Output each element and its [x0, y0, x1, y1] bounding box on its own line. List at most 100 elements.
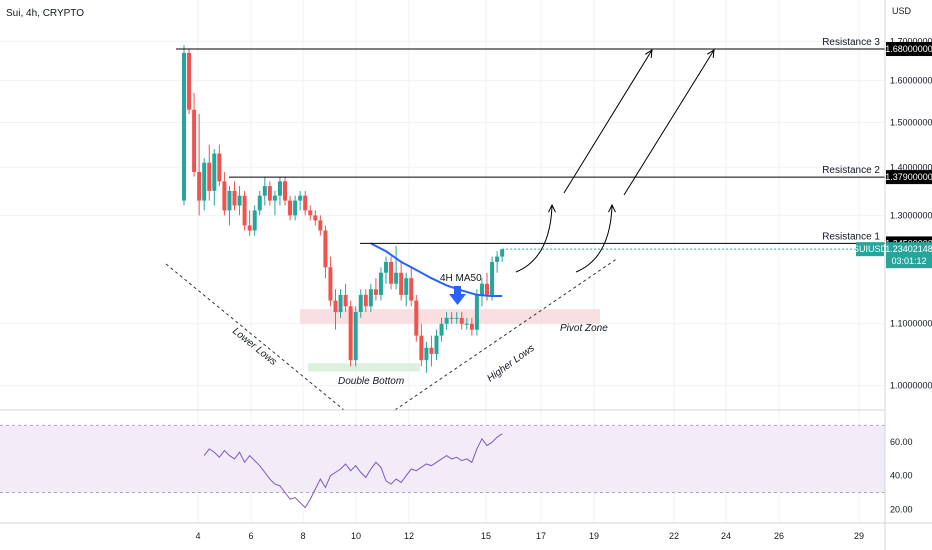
ma50-label: 4H MA50 [440, 273, 482, 284]
y-tick-label: 1.40000000 [890, 162, 932, 172]
candle-body [328, 267, 333, 301]
candle [434, 329, 439, 361]
x-tick-label: 24 [721, 531, 731, 541]
candle [353, 306, 358, 367]
candle-body [182, 52, 186, 201]
double-bottom-rect [308, 363, 420, 372]
candle-body [373, 289, 378, 295]
candle [490, 256, 495, 301]
lower-lows-trendline [165, 263, 345, 411]
candle-body [343, 294, 348, 307]
candle-body [479, 283, 484, 295]
arrow-stem [454, 286, 461, 294]
candle [384, 256, 388, 284]
candle-body [404, 278, 409, 295]
candle-body [277, 181, 282, 196]
candle [202, 158, 207, 211]
candle-body [490, 261, 495, 295]
candle-body [378, 272, 383, 295]
x-tick-label: 8 [300, 531, 305, 541]
candle [389, 256, 394, 290]
candle-body [394, 272, 399, 284]
candle-body [474, 294, 479, 330]
candle [182, 45, 186, 206]
rsi-band [0, 425, 885, 493]
candle-body [424, 347, 429, 361]
level-price-pills: 1.680000001.379000001.24500000SUIUSD1.23… [853, 42, 932, 269]
countdown-text: 03:01:12 [891, 256, 926, 266]
candle [363, 289, 368, 313]
arrow-head [449, 294, 466, 305]
candle-body [283, 181, 287, 201]
level-price-pill [886, 42, 932, 57]
candle-body [232, 190, 237, 206]
candle-body [212, 153, 217, 191]
candle [454, 312, 459, 324]
x-tick-label: 15 [481, 531, 491, 541]
candle-body [459, 317, 464, 324]
candle [474, 289, 479, 336]
candle-body [187, 52, 192, 110]
candle-body [192, 109, 197, 172]
candle-body [454, 317, 459, 319]
level-price-text: 1.37900000 [885, 172, 932, 182]
candle-body [267, 186, 272, 201]
candle-body [262, 186, 267, 196]
current-price-text: 1.23402148 [885, 244, 932, 254]
candle [333, 289, 338, 330]
rsi-panel: 60.00 40.00 20.00 [0, 424, 913, 514]
candle [192, 92, 197, 177]
candle-body [464, 323, 469, 325]
candle [227, 186, 232, 226]
rsi-tick-label: 60.00 [890, 437, 913, 447]
ma50-line [370, 242, 503, 298]
candle [252, 205, 257, 236]
candle-body [363, 294, 368, 307]
candle [459, 312, 464, 330]
candle [303, 190, 308, 216]
resistance-label: Resistance 3 [822, 37, 880, 48]
candle-body [469, 323, 474, 330]
y-tick-label: 1.30000000 [890, 210, 932, 220]
candle [368, 283, 373, 313]
candle [358, 289, 363, 318]
candle-body [348, 306, 353, 361]
level-price-pill [886, 170, 932, 185]
candle [394, 246, 399, 290]
candle [212, 149, 217, 206]
candle [338, 289, 343, 318]
candle [449, 312, 454, 324]
candle [222, 171, 227, 216]
candle-body [207, 162, 212, 191]
candle-body [313, 215, 318, 221]
candle-body [303, 195, 308, 211]
projection-line-2 [623, 49, 715, 196]
candle-body [257, 195, 262, 211]
candle-body [288, 200, 293, 216]
x-tick-label: 10 [351, 531, 361, 541]
candle [308, 205, 313, 221]
pivot-zone-rect [300, 309, 600, 324]
candle [293, 195, 298, 221]
x-tick-label: 22 [669, 531, 679, 541]
projection-arrowhead [644, 49, 653, 59]
candle-body [217, 153, 222, 182]
candle-body [298, 195, 303, 201]
candle-body [353, 312, 358, 361]
candle-body [358, 294, 363, 313]
candle-body [389, 261, 394, 284]
candle-body [237, 195, 242, 206]
rsi-tick-label: 20.00 [890, 504, 913, 514]
candle [328, 256, 333, 307]
candle-body [384, 261, 388, 273]
candle-body [439, 323, 444, 336]
candle [247, 210, 252, 236]
candle [313, 210, 318, 226]
candle-body [318, 220, 323, 231]
candle-body [414, 300, 419, 336]
candle-body [323, 230, 328, 268]
rsi-tick-label: 40.00 [890, 471, 913, 481]
axes: 1.70000000 1.60000000 1.50000000 1.40000000… [195, 36, 932, 541]
candle [373, 278, 378, 301]
